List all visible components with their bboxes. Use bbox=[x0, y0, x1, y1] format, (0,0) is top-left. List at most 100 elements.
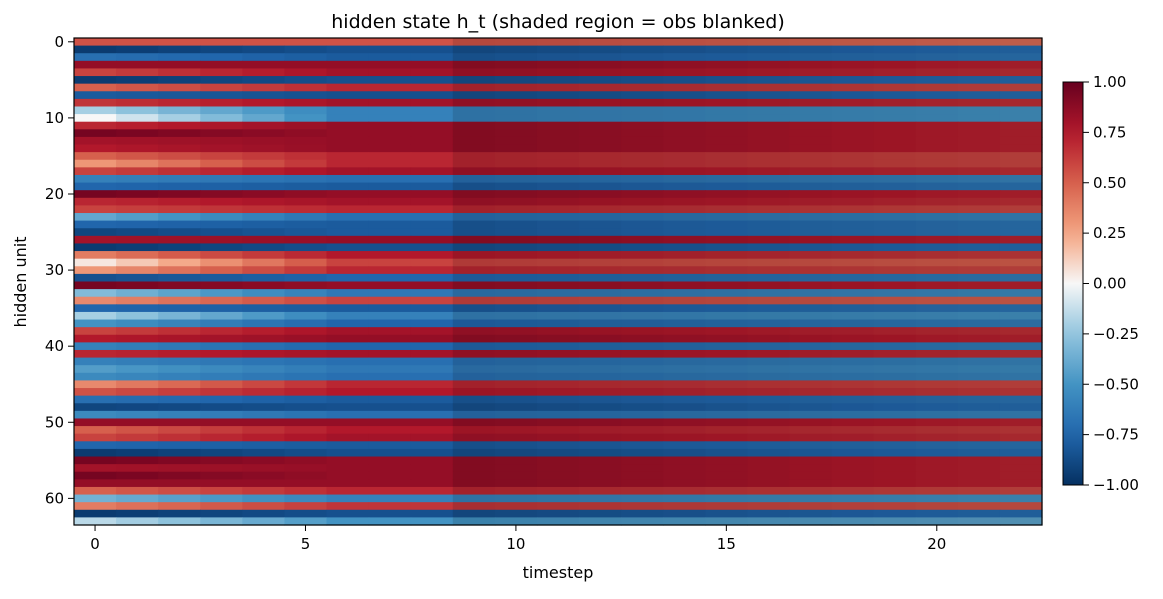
heatmap-cell bbox=[326, 182, 370, 191]
heatmap-cell bbox=[368, 441, 412, 450]
heatmap-cell bbox=[284, 251, 328, 260]
heatmap-cell bbox=[621, 349, 664, 359]
heatmap-cell bbox=[621, 388, 664, 397]
heatmap-cell bbox=[494, 220, 538, 229]
heatmap-cell bbox=[536, 418, 580, 427]
heatmap-cell bbox=[831, 281, 875, 290]
heatmap-cells bbox=[74, 38, 1043, 526]
heatmap-cell bbox=[705, 426, 748, 435]
heatmap-cell bbox=[579, 486, 622, 496]
heatmap-cell bbox=[915, 296, 959, 305]
heatmap-cell bbox=[494, 334, 538, 343]
heatmap-cell bbox=[452, 205, 496, 214]
heatmap-cell bbox=[705, 304, 748, 313]
heatmap-cell bbox=[326, 136, 370, 146]
heatmap-cell bbox=[326, 418, 370, 427]
heatmap-cell bbox=[116, 243, 159, 252]
heatmap-cell bbox=[831, 388, 875, 397]
heatmap-cell bbox=[368, 91, 412, 100]
heatmap-cell bbox=[368, 357, 412, 366]
colorbar-tick-label: 0.75 bbox=[1093, 123, 1126, 141]
heatmap-cell bbox=[452, 45, 496, 54]
heatmap-cell bbox=[494, 129, 538, 138]
heatmap-cell bbox=[200, 258, 243, 267]
heatmap-cell bbox=[915, 342, 959, 351]
heatmap-cell bbox=[831, 448, 875, 458]
heatmap-cell bbox=[284, 190, 328, 199]
heatmap-cell bbox=[116, 388, 159, 397]
heatmap-cell bbox=[284, 448, 328, 458]
heatmap-cell bbox=[536, 251, 580, 260]
heatmap-cell bbox=[494, 144, 538, 153]
heatmap-cell bbox=[663, 106, 706, 115]
heatmap-cell bbox=[284, 365, 328, 374]
heatmap-cell bbox=[831, 479, 875, 488]
heatmap-cell bbox=[789, 441, 833, 450]
heatmap-cell bbox=[705, 464, 748, 473]
heatmap-cell bbox=[873, 418, 917, 427]
heatmap-cell bbox=[494, 296, 538, 305]
heatmap-cell bbox=[284, 517, 328, 526]
heatmap-cell bbox=[747, 334, 791, 343]
heatmap-cell bbox=[873, 296, 917, 305]
heatmap-cell bbox=[663, 251, 706, 260]
heatmap-cell bbox=[621, 433, 664, 442]
heatmap-cell bbox=[621, 289, 664, 298]
heatmap-cell bbox=[494, 433, 538, 442]
heatmap-cell bbox=[747, 372, 791, 382]
heatmap-cell bbox=[957, 98, 1001, 108]
heatmap-cell bbox=[74, 235, 117, 245]
heatmap-cell bbox=[200, 38, 243, 47]
heatmap-cell bbox=[284, 441, 328, 450]
heatmap-cell bbox=[999, 281, 1043, 290]
colorbar-tick-label: 0.00 bbox=[1093, 275, 1126, 293]
heatmap-cell bbox=[494, 281, 538, 290]
heatmap-cell bbox=[957, 448, 1001, 458]
heatmap-cell bbox=[747, 68, 791, 77]
heatmap-cell bbox=[747, 395, 791, 404]
heatmap-cell bbox=[663, 365, 706, 374]
heatmap-cell bbox=[326, 106, 370, 115]
heatmap-cell bbox=[200, 53, 243, 62]
heatmap-cell bbox=[494, 486, 538, 496]
heatmap-cell bbox=[705, 45, 748, 54]
heatmap-cell bbox=[747, 289, 791, 298]
heatmap-cell bbox=[368, 83, 412, 92]
heatmap-cell bbox=[368, 418, 412, 427]
heatmap-cell bbox=[116, 494, 159, 503]
heatmap-cell bbox=[579, 174, 622, 184]
heatmap-cell bbox=[452, 235, 496, 245]
heatmap-cell bbox=[915, 380, 959, 389]
heatmap-cell bbox=[663, 197, 706, 207]
heatmap-cell bbox=[452, 258, 496, 267]
heatmap-cell bbox=[915, 448, 959, 458]
heatmap-cell bbox=[410, 479, 454, 488]
heatmap-cell bbox=[158, 418, 201, 427]
heatmap-cell bbox=[536, 342, 580, 351]
heatmap-cell bbox=[536, 243, 580, 252]
heatmap-cell bbox=[158, 479, 201, 488]
heatmap-cell bbox=[116, 114, 159, 123]
heatmap-cell bbox=[999, 83, 1043, 92]
heatmap-cell bbox=[200, 349, 243, 359]
heatmap-cell bbox=[200, 494, 243, 503]
heatmap-cell bbox=[999, 418, 1043, 427]
heatmap-cell bbox=[621, 121, 664, 130]
heatmap-cell bbox=[410, 441, 454, 450]
heatmap-cell bbox=[368, 167, 412, 176]
heatmap-cell bbox=[705, 197, 748, 207]
heatmap-cell bbox=[705, 182, 748, 191]
heatmap-cell bbox=[831, 213, 875, 222]
heatmap-cell bbox=[410, 349, 454, 359]
heatmap-cell bbox=[242, 479, 286, 488]
heatmap-cell bbox=[74, 152, 117, 161]
heatmap-cell bbox=[410, 45, 454, 54]
heatmap-cell bbox=[410, 334, 454, 343]
heatmap-cell bbox=[621, 509, 664, 518]
heatmap-cell bbox=[705, 144, 748, 153]
heatmap-cell bbox=[452, 76, 496, 85]
heatmap-cell bbox=[200, 479, 243, 488]
heatmap-cell bbox=[452, 38, 496, 47]
heatmap-cell bbox=[621, 45, 664, 54]
heatmap-cell bbox=[158, 121, 201, 130]
